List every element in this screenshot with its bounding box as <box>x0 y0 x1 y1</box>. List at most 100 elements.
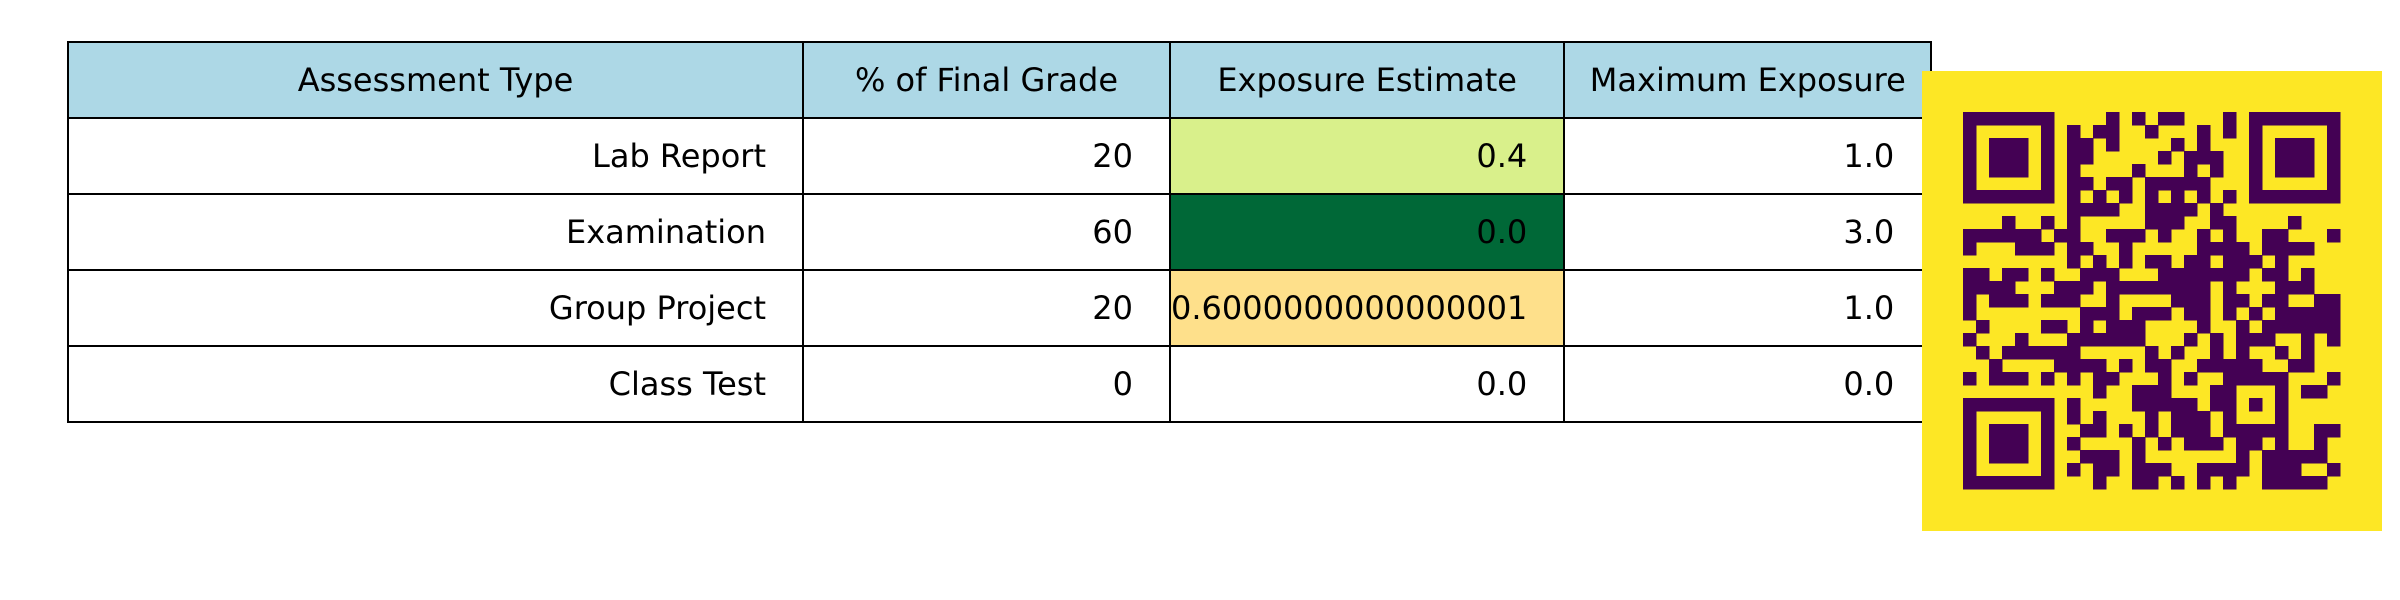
qr-module <box>1989 190 2003 204</box>
qr-module <box>2236 255 2250 269</box>
qr-module <box>2067 333 2081 347</box>
qr-module <box>2132 398 2146 412</box>
qr-module <box>2145 385 2159 399</box>
qr-module <box>2314 307 2328 321</box>
qr-module <box>2249 424 2263 438</box>
qr-module <box>2145 255 2159 269</box>
qr-module <box>2171 294 2185 308</box>
qr-module <box>2067 437 2081 451</box>
qr-module <box>2301 242 2315 256</box>
qr-module <box>2158 463 2172 477</box>
qr-module <box>1989 424 2003 438</box>
qr-module <box>2106 229 2120 243</box>
qr-module <box>2327 333 2341 347</box>
qr-module <box>2301 112 2315 126</box>
qr-module <box>2236 242 2250 256</box>
qr-module <box>1989 359 2003 373</box>
qr-module <box>2145 307 2159 321</box>
qr-module <box>2301 346 2315 360</box>
qr-module <box>2275 346 2289 360</box>
qr-module <box>2158 437 2172 451</box>
qr-module <box>2041 437 2055 451</box>
qr-module <box>2015 242 2029 256</box>
qr-module <box>2002 216 2016 230</box>
qr-module <box>2119 333 2133 347</box>
qr-module <box>2119 281 2133 295</box>
qr-module <box>2223 281 2237 295</box>
qr-module <box>2184 333 2198 347</box>
qr-module <box>2028 398 2042 412</box>
qr-module <box>2197 177 2211 191</box>
qr-module <box>1989 112 2003 126</box>
qr-module <box>2145 359 2159 373</box>
qr-module <box>2184 281 2198 295</box>
qr-module <box>2119 255 2133 269</box>
qr-module <box>2093 307 2107 321</box>
qr-module <box>2327 463 2341 477</box>
qr-module <box>2002 229 2016 243</box>
qr-module <box>2249 372 2263 386</box>
qr-module <box>2041 177 2055 191</box>
qr-module <box>2002 138 2016 152</box>
qr-module <box>2223 372 2237 386</box>
qr-module <box>2210 216 2224 230</box>
qr-module <box>2106 450 2120 464</box>
qr-module <box>2093 255 2107 269</box>
qr-module <box>2236 424 2250 438</box>
qr-module <box>2275 476 2289 490</box>
qr-module <box>2184 307 2198 321</box>
qr-module <box>2041 151 2055 165</box>
qr-module <box>2145 463 2159 477</box>
qr-module <box>2041 112 2055 126</box>
qr-module <box>2041 294 2055 308</box>
qr-module <box>2067 359 2081 373</box>
qr-module <box>2184 203 2198 217</box>
qr-module <box>2106 333 2120 347</box>
qr-module <box>2249 398 2263 412</box>
qr-module <box>2132 307 2146 321</box>
qr-module <box>2041 242 2055 256</box>
qr-module <box>2106 125 2120 139</box>
qr-module <box>2041 268 2055 282</box>
qr-module <box>2041 164 2055 178</box>
qr-module <box>2314 437 2328 451</box>
qr-module <box>2041 138 2055 152</box>
qr-module <box>1963 372 1977 386</box>
qr-module <box>2145 177 2159 191</box>
qr-module <box>2015 398 2029 412</box>
qr-module <box>2028 190 2042 204</box>
qr-module <box>2288 450 2302 464</box>
qr-module <box>2275 307 2289 321</box>
qr-module <box>2145 281 2159 295</box>
qr-module <box>2184 437 2198 451</box>
cell-exposure-estimate: 0.6000000000000001 <box>1168 269 1566 347</box>
qr-module <box>2327 424 2341 438</box>
qr-module <box>2288 242 2302 256</box>
qr-module <box>2288 320 2302 334</box>
table-row: Examination 60 0.0 3.0 <box>67 193 1933 271</box>
qr-module <box>2223 216 2237 230</box>
qr-module <box>2171 281 2185 295</box>
qr-module <box>2275 112 2289 126</box>
qr-module <box>2119 424 2133 438</box>
qr-module <box>1989 476 2003 490</box>
qr-module <box>2288 476 2302 490</box>
qr-module <box>2171 346 2185 360</box>
qr-module <box>1976 268 1990 282</box>
qr-module <box>2262 450 2276 464</box>
qr-module <box>2132 112 2146 126</box>
qr-module <box>2249 177 2263 191</box>
qr-module <box>2249 112 2263 126</box>
qr-module <box>2314 424 2328 438</box>
qr-module <box>2132 164 2146 178</box>
qr-module <box>2288 190 2302 204</box>
qr-module <box>2106 294 2120 308</box>
qr-module <box>2327 320 2341 334</box>
qr-module <box>2223 294 2237 308</box>
qr-module <box>2184 294 2198 308</box>
qr-module <box>2158 216 2172 230</box>
qr-module <box>2054 294 2068 308</box>
qr-module <box>2236 450 2250 464</box>
qr-module <box>2015 424 2029 438</box>
qr-module <box>2249 125 2263 139</box>
